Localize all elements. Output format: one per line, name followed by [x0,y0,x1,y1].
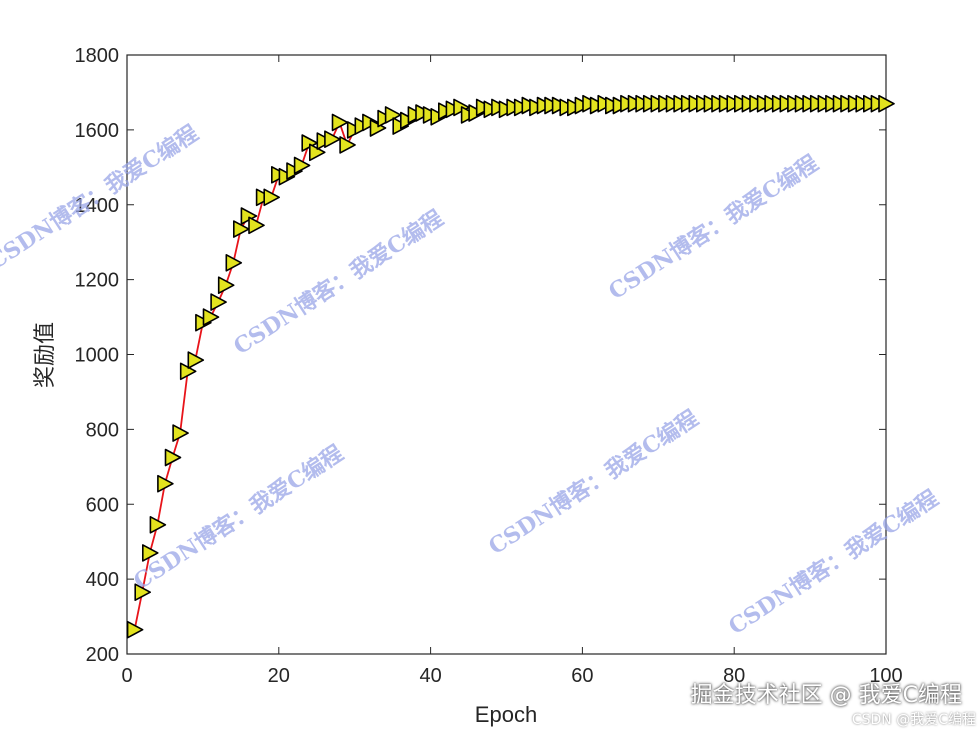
x-tick-label: 100 [869,665,902,687]
plot-area [126,54,887,655]
data-point-marker [225,254,243,272]
data-point-marker [263,188,281,207]
data-point-marker [164,448,182,467]
y-axis-label: 奖励值 [32,322,57,388]
x-tick-label: 20 [268,665,290,687]
data-point-marker [149,515,167,534]
series-layer [126,94,895,639]
y-tick-label: 1800 [75,45,120,67]
y-tick-label: 800 [86,419,119,441]
data-point-marker [233,220,250,238]
y-axis-ticks: 200 400 600 800 1000 1200 1400 1600 1800 [75,45,886,666]
y-tick-label: 1600 [75,120,120,142]
x-axis-ticks: 0 20 40 60 80 100 [121,55,903,687]
data-point-marker [293,156,311,175]
data-point-marker [172,424,189,442]
data-point-marker [324,130,341,148]
data-point-marker [134,583,151,602]
x-axis-label: Epoch [475,702,537,727]
y-tick-label: 1200 [75,270,120,292]
data-point-marker [142,544,159,562]
data-point-marker [331,113,349,132]
x-tick-label: 60 [571,665,593,687]
juejin-watermark: 掘金技术社区 @ 我爱C编程 [690,683,962,708]
data-point-marker [126,620,144,639]
data-point-marker [248,216,265,235]
data-point-marker [187,351,205,369]
data-point-marker [339,136,356,154]
data-point-marker [878,94,895,113]
y-tick-label: 200 [86,644,119,666]
data-point-marker [217,276,235,295]
data-point-marker [202,308,220,326]
csdn-watermark: CSDN @我爱C编程 [851,712,976,728]
y-tick-label: 600 [86,494,119,516]
data-point-marker [210,293,227,311]
y-tick-label: 1400 [75,195,120,217]
x-tick-label: 40 [419,665,441,687]
data-point-marker [157,474,174,493]
x-tick-label: 0 [121,665,132,687]
x-tick-label: 80 [723,665,745,687]
y-tick-label: 1000 [75,345,120,367]
y-tick-label: 400 [86,569,119,591]
